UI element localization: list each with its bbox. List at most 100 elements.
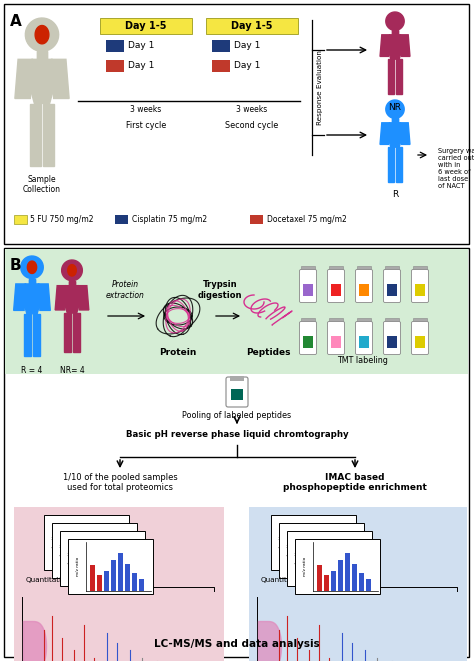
Text: m/z ratio: m/z ratio	[295, 549, 299, 568]
Text: R = 4: R = 4	[21, 366, 43, 375]
Bar	[345, 553, 350, 591]
Text: Day 1: Day 1	[234, 61, 260, 71]
Text: Day 1-5: Day 1-5	[231, 21, 273, 31]
Polygon shape	[26, 18, 59, 52]
Bar	[287, 531, 372, 586]
Polygon shape	[64, 286, 80, 313]
Bar	[230, 376, 244, 381]
Polygon shape	[29, 59, 55, 104]
Polygon shape	[69, 281, 75, 286]
Text: Pooling of labeled peptides: Pooling of labeled peptides	[182, 411, 292, 420]
Text: Surgery was
carried out
with in
6 week of
last dose
of NACT: Surgery was carried out with in 6 week o…	[438, 148, 474, 189]
Bar	[125, 564, 130, 591]
Text: Trypsin
digestion: Trypsin digestion	[198, 280, 242, 299]
Bar	[279, 523, 364, 578]
Bar	[359, 284, 369, 296]
Text: Day 1: Day 1	[128, 42, 155, 50]
Bar	[104, 571, 109, 591]
Bar	[415, 284, 425, 296]
FancyBboxPatch shape	[300, 270, 317, 303]
Polygon shape	[396, 147, 401, 182]
Bar	[4, 4, 469, 244]
Bar	[60, 531, 145, 586]
Text: 3 weeks: 3 weeks	[130, 104, 162, 114]
Polygon shape	[388, 35, 402, 59]
Bar	[331, 336, 341, 348]
Bar	[352, 564, 357, 591]
Polygon shape	[44, 104, 54, 166]
Bar	[303, 336, 313, 348]
Polygon shape	[64, 313, 71, 352]
Text: B: B	[10, 258, 22, 273]
FancyBboxPatch shape	[356, 321, 373, 354]
Bar	[357, 266, 371, 271]
Bar	[331, 284, 341, 296]
Text: A: A	[10, 14, 22, 29]
Bar	[271, 515, 356, 570]
Text: Response Evaluation: Response Evaluation	[317, 50, 323, 126]
Polygon shape	[55, 286, 66, 310]
Text: Docetaxel 75 mg/m2: Docetaxel 75 mg/m2	[267, 215, 347, 224]
Polygon shape	[37, 52, 47, 59]
Polygon shape	[28, 278, 36, 284]
Bar	[100, 18, 192, 34]
Bar	[118, 553, 123, 591]
Bar	[97, 574, 102, 591]
Polygon shape	[30, 104, 41, 166]
Bar	[366, 579, 371, 591]
FancyBboxPatch shape	[328, 321, 345, 354]
Bar	[387, 336, 397, 348]
Text: 5 FU 750 mg/m2: 5 FU 750 mg/m2	[30, 215, 93, 224]
Text: NR: NR	[389, 103, 401, 112]
Text: Protein
extraction: Protein extraction	[106, 280, 145, 299]
Polygon shape	[392, 30, 398, 35]
Bar	[90, 565, 95, 591]
Polygon shape	[33, 314, 40, 356]
Polygon shape	[15, 59, 33, 98]
Bar	[68, 539, 153, 594]
Text: R: R	[392, 190, 398, 199]
Text: 3 weeks: 3 weeks	[237, 104, 268, 114]
Polygon shape	[27, 261, 36, 274]
Polygon shape	[69, 281, 75, 286]
Text: m/z ratio: m/z ratio	[76, 557, 80, 576]
Bar	[250, 215, 263, 224]
Text: Day 1: Day 1	[128, 61, 155, 71]
Bar	[413, 318, 427, 323]
Bar	[359, 336, 369, 348]
Text: Second cycle: Second cycle	[225, 121, 279, 130]
Bar	[415, 336, 425, 348]
FancyBboxPatch shape	[411, 270, 428, 303]
Bar	[385, 266, 399, 271]
Bar	[212, 60, 230, 72]
Bar	[295, 539, 380, 594]
Text: LC-MS/MS and data analysis: LC-MS/MS and data analysis	[154, 639, 320, 649]
Bar	[212, 40, 230, 52]
Bar	[231, 389, 243, 400]
Bar	[44, 515, 129, 570]
Text: Basic pH reverse phase liquid chromtography: Basic pH reverse phase liquid chromtogra…	[126, 430, 348, 439]
Bar	[4, 248, 469, 657]
Text: IMAC based
phosphopeptide enrichment: IMAC based phosphopeptide enrichment	[283, 473, 427, 492]
Text: 1/10 of the pooled samples
used for total proteomics: 1/10 of the pooled samples used for tota…	[63, 473, 177, 492]
Polygon shape	[380, 35, 390, 56]
Bar	[324, 574, 329, 591]
Polygon shape	[388, 123, 402, 147]
Bar	[115, 215, 128, 224]
Bar	[385, 318, 399, 323]
Text: Protein: Protein	[159, 348, 197, 357]
Polygon shape	[73, 313, 80, 352]
Text: Day 1-5: Day 1-5	[125, 21, 167, 31]
Bar	[301, 266, 315, 271]
Text: m/z ratio: m/z ratio	[303, 557, 307, 576]
Bar	[52, 523, 137, 578]
Bar	[5, 249, 468, 374]
FancyBboxPatch shape	[383, 321, 401, 354]
Polygon shape	[68, 264, 76, 276]
Polygon shape	[388, 147, 394, 182]
Text: m/z ratio: m/z ratio	[287, 541, 291, 560]
Polygon shape	[37, 52, 47, 59]
FancyBboxPatch shape	[411, 321, 428, 354]
Bar	[303, 284, 313, 296]
Bar	[14, 215, 27, 224]
